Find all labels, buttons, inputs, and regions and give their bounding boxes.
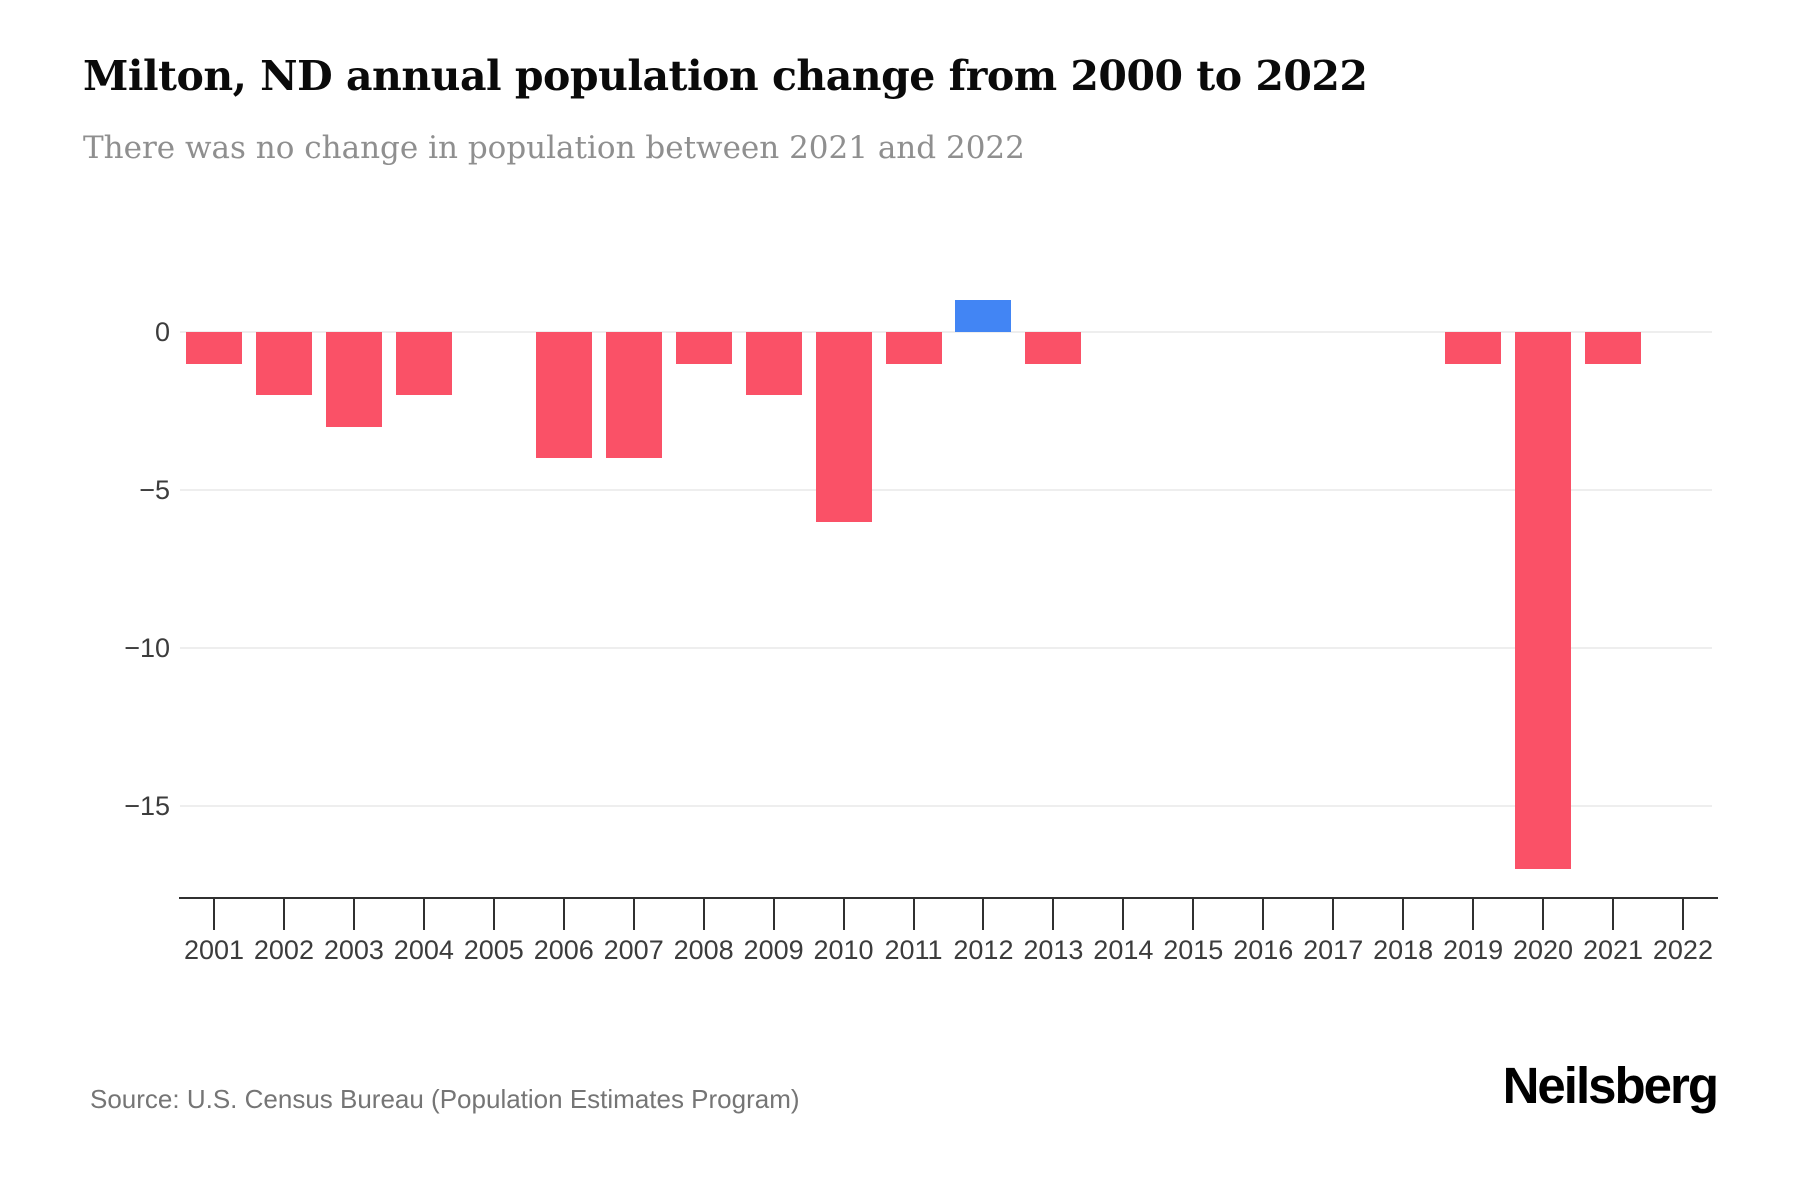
bar-2011[interactable] bbox=[885, 332, 942, 364]
x-tick-label-2004: 2004 bbox=[393, 935, 454, 965]
x-tick-label-2008: 2008 bbox=[673, 935, 734, 965]
bar-2008[interactable] bbox=[675, 332, 732, 364]
chart-title: Milton, ND annual population change from… bbox=[83, 52, 1368, 100]
x-tick-2001 bbox=[213, 897, 215, 930]
x-tick-label-2014: 2014 bbox=[1093, 935, 1154, 965]
y-tick-label--15: −15 bbox=[124, 791, 170, 821]
x-tick-2002 bbox=[282, 897, 285, 930]
x-tick-2003 bbox=[352, 897, 355, 930]
x-tick-2012 bbox=[982, 897, 985, 930]
x-tick-label-2020: 2020 bbox=[1513, 935, 1574, 965]
x-tick-label-2001: 2001 bbox=[183, 935, 245, 965]
bar-2003[interactable] bbox=[325, 332, 382, 427]
bar-2019[interactable] bbox=[1445, 332, 1502, 364]
x-tick-label-2012: 2012 bbox=[953, 935, 1014, 965]
y-tick-label--10: −10 bbox=[124, 633, 170, 663]
bar-2021[interactable] bbox=[1585, 332, 1641, 364]
bar-2001[interactable] bbox=[186, 332, 242, 364]
x-tick-label-2013: 2013 bbox=[1023, 935, 1084, 965]
x-tick-label-2022: 2022 bbox=[1652, 935, 1713, 965]
bar-2007[interactable] bbox=[605, 332, 662, 459]
y-tick-label--5: −5 bbox=[139, 475, 170, 505]
bar-2010[interactable] bbox=[815, 332, 872, 522]
x-tick-2005 bbox=[492, 897, 495, 930]
x-tick-2013 bbox=[1052, 897, 1055, 930]
x-tick-2009 bbox=[772, 897, 775, 930]
x-tick-2006 bbox=[562, 897, 565, 930]
bar-2009[interactable] bbox=[745, 332, 802, 396]
x-tick-2022 bbox=[1681, 897, 1684, 930]
x-tick-label-2003: 2003 bbox=[323, 935, 384, 965]
bar-2002[interactable] bbox=[255, 332, 312, 396]
x-tick-label-2017: 2017 bbox=[1303, 935, 1364, 965]
x-tick-label-2010: 2010 bbox=[813, 935, 874, 965]
gridline--10 bbox=[180, 647, 1712, 649]
gridline--5 bbox=[180, 489, 1712, 491]
x-tick-label-2019: 2019 bbox=[1443, 935, 1504, 965]
x-tick-label-2005: 2005 bbox=[463, 935, 524, 965]
x-tick-label-2011: 2011 bbox=[884, 935, 943, 965]
x-axis-line bbox=[179, 897, 1718, 899]
x-tick-2008 bbox=[702, 897, 705, 930]
x-tick-2015 bbox=[1192, 897, 1195, 930]
chart-subtitle: There was no change in population betwee… bbox=[83, 130, 1025, 166]
x-tick-2016 bbox=[1262, 897, 1265, 930]
x-tick-2019 bbox=[1472, 897, 1475, 930]
bar-2013[interactable] bbox=[1025, 332, 1082, 364]
x-tick-2011 bbox=[912, 897, 915, 930]
bar-2006[interactable] bbox=[535, 332, 592, 459]
x-tick-2004 bbox=[422, 897, 425, 930]
x-tick-label-2006: 2006 bbox=[533, 935, 594, 965]
x-tick-label-2015: 2015 bbox=[1163, 935, 1224, 965]
x-tick-label-2016: 2016 bbox=[1233, 935, 1294, 965]
bar-2020[interactable] bbox=[1515, 332, 1572, 870]
x-tick-label-2018: 2018 bbox=[1373, 935, 1434, 965]
x-tick-2021 bbox=[1612, 897, 1614, 930]
x-tick-2018 bbox=[1402, 897, 1405, 930]
gridline-0 bbox=[180, 331, 1712, 333]
x-tick-2010 bbox=[842, 897, 845, 930]
x-tick-label-2021: 2021 bbox=[1582, 935, 1644, 965]
x-tick-2020 bbox=[1542, 897, 1545, 930]
x-tick-label-2007: 2007 bbox=[603, 935, 664, 965]
gridline--15 bbox=[180, 805, 1712, 807]
neilsberg-logo: Neilsberg bbox=[1502, 1057, 1719, 1114]
bar-2004[interactable] bbox=[395, 332, 452, 396]
x-tick-2017 bbox=[1332, 897, 1335, 930]
y-tick-label-0: 0 bbox=[154, 317, 170, 347]
x-tick-2014 bbox=[1122, 897, 1125, 930]
bar-2012[interactable] bbox=[955, 300, 1012, 332]
x-tick-label-2009: 2009 bbox=[743, 935, 804, 965]
source-text: Source: U.S. Census Bureau (Population E… bbox=[90, 1084, 800, 1114]
x-tick-2007 bbox=[632, 897, 635, 930]
x-tick-label-2002: 2002 bbox=[253, 935, 314, 965]
